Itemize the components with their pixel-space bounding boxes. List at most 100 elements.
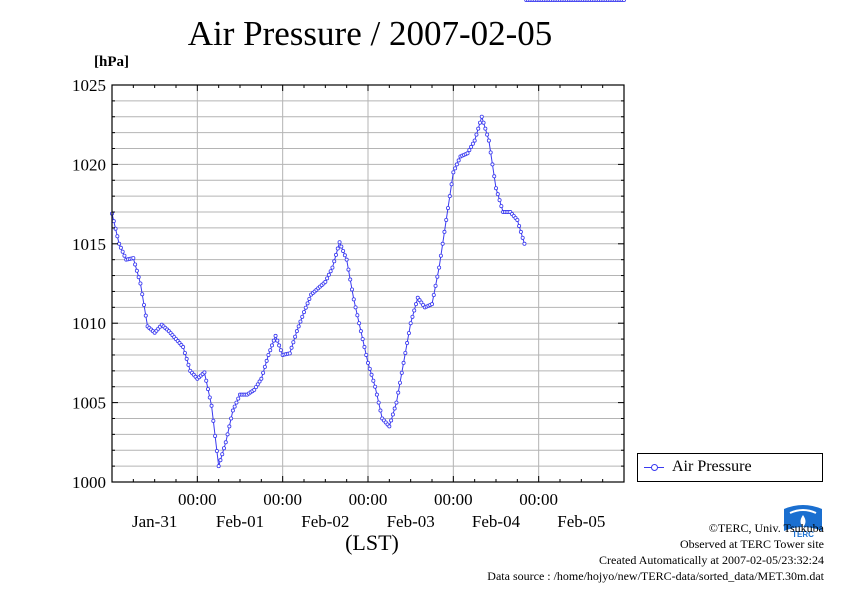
data-point <box>223 440 228 445</box>
data-point <box>362 345 367 350</box>
data-point <box>492 174 497 179</box>
x-day-label: Feb-05 <box>557 512 605 531</box>
data-point <box>399 370 404 375</box>
data-point <box>470 141 475 146</box>
data-point <box>323 279 328 284</box>
data-point <box>287 351 292 356</box>
data-point <box>202 370 207 375</box>
data-point <box>433 283 438 288</box>
data-point <box>277 343 282 348</box>
data-point <box>497 198 502 203</box>
data-point <box>218 458 223 463</box>
data-point <box>479 114 484 119</box>
data-point <box>451 170 456 175</box>
data-point <box>266 352 271 357</box>
data-point <box>264 358 269 363</box>
data-point <box>367 366 372 371</box>
data-point <box>442 229 447 234</box>
legend-label: Air Pressure <box>672 458 752 475</box>
data-point <box>371 378 376 383</box>
data-point <box>344 257 349 262</box>
data-source-text: Data source : /home/hojyo/new/TERC-data/… <box>487 569 824 583</box>
data-point <box>335 246 340 251</box>
data-point <box>396 390 401 395</box>
data-point <box>111 219 116 224</box>
data-point <box>204 378 209 383</box>
data-point <box>227 424 232 429</box>
data-point <box>271 338 276 343</box>
data-point <box>236 396 241 401</box>
data-point <box>351 297 356 302</box>
data-point <box>301 310 306 315</box>
x-time-tick-label: 00:00 <box>263 490 302 509</box>
x-day-label: Feb-04 <box>472 512 521 531</box>
data-point <box>300 314 305 319</box>
data-point <box>332 259 337 264</box>
data-point <box>303 305 308 310</box>
data-point <box>252 387 257 392</box>
data-point <box>122 253 127 258</box>
data-point <box>517 223 522 228</box>
data-point <box>182 350 187 355</box>
legend: Air Pressure <box>637 453 823 482</box>
data-point <box>401 360 406 365</box>
data-point <box>259 376 264 381</box>
data-point <box>389 418 394 423</box>
data-point <box>412 308 417 313</box>
data-point <box>298 319 303 324</box>
data-point <box>431 293 436 298</box>
data-point <box>348 277 353 282</box>
legend-marker-swatch <box>651 464 658 471</box>
y-tick-label: 1015 <box>72 235 106 254</box>
data-point <box>234 400 239 405</box>
data-point <box>181 345 186 350</box>
data-point <box>486 138 491 143</box>
data-point <box>405 341 410 346</box>
data-point <box>364 352 369 357</box>
data-point <box>133 262 138 267</box>
data-point <box>485 132 490 137</box>
data-point <box>186 362 191 367</box>
terc-logo-icon: TERC <box>784 505 822 539</box>
data-point <box>403 350 408 355</box>
data-point <box>499 204 504 209</box>
data-point <box>337 240 342 245</box>
data-point <box>136 275 141 280</box>
data-point <box>374 392 379 397</box>
data-point <box>221 446 226 451</box>
data-point <box>294 329 299 334</box>
data-point <box>257 379 262 384</box>
data-point <box>447 194 452 199</box>
data-point <box>333 252 338 257</box>
data-point <box>495 192 500 197</box>
data-point <box>289 345 294 350</box>
y-tick-label: 1005 <box>72 394 106 413</box>
data-point <box>209 403 214 408</box>
series-air-pressure <box>110 0 626 469</box>
grid-lines <box>112 85 624 482</box>
axis-ticks: 1000 1005 1010 1015 1020 1025 00:00 00:00 00:00 0… <box>72 76 624 531</box>
x-time-tick-label: 00:00 <box>349 490 388 509</box>
data-point <box>406 331 411 336</box>
data-point <box>358 329 363 334</box>
data-point <box>387 424 392 429</box>
data-point <box>413 302 418 307</box>
data-point <box>342 253 347 258</box>
y-axis-unit-label: [hPa] <box>94 54 129 70</box>
data-point <box>490 162 495 167</box>
data-point <box>346 267 351 272</box>
x-time-tick-label: 00:00 <box>519 490 558 509</box>
data-point <box>410 314 415 319</box>
data-point <box>518 229 523 234</box>
data-point <box>488 150 493 155</box>
data-point <box>255 382 260 387</box>
data-point <box>467 148 472 153</box>
x-axis-label: (LST) <box>345 530 399 555</box>
data-point <box>207 395 212 400</box>
data-point <box>296 324 301 329</box>
data-point <box>349 287 354 292</box>
data-point <box>262 364 267 369</box>
data-point <box>481 120 486 125</box>
data-point <box>138 281 143 286</box>
